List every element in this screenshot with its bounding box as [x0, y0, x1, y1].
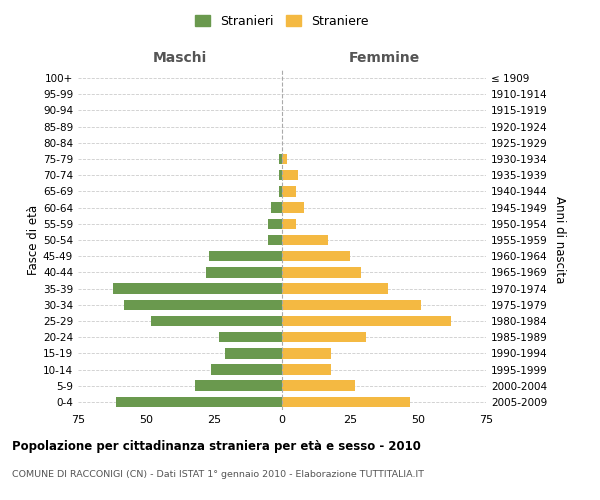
Bar [206, 267, 282, 278]
Bar [211, 364, 282, 375]
Y-axis label: Fasce di età: Fasce di età [27, 205, 40, 275]
Bar [209, 251, 282, 262]
Bar [282, 332, 367, 342]
Bar [282, 170, 298, 180]
Bar [282, 284, 388, 294]
Bar [282, 364, 331, 375]
Y-axis label: Anni di nascita: Anni di nascita [553, 196, 566, 284]
Bar [116, 396, 282, 407]
Bar [268, 234, 282, 246]
Bar [282, 234, 328, 246]
Bar [282, 218, 296, 229]
Bar [195, 380, 282, 391]
Bar [282, 186, 296, 196]
Bar [113, 284, 282, 294]
Bar [282, 202, 304, 213]
Bar [282, 251, 350, 262]
Bar [279, 186, 282, 196]
Text: Maschi: Maschi [153, 51, 207, 65]
Bar [279, 154, 282, 164]
Bar [282, 154, 287, 164]
Bar [279, 170, 282, 180]
Bar [124, 300, 282, 310]
Text: Popolazione per cittadinanza straniera per età e sesso - 2010: Popolazione per cittadinanza straniera p… [12, 440, 421, 453]
Bar [268, 218, 282, 229]
Text: COMUNE DI RACCONIGI (CN) - Dati ISTAT 1° gennaio 2010 - Elaborazione TUTTITALIA.: COMUNE DI RACCONIGI (CN) - Dati ISTAT 1°… [12, 470, 424, 479]
Bar [282, 380, 355, 391]
Text: Femmine: Femmine [349, 51, 419, 65]
Bar [225, 348, 282, 358]
Bar [282, 348, 331, 358]
Legend: Stranieri, Straniere: Stranieri, Straniere [195, 15, 369, 28]
Bar [271, 202, 282, 213]
Bar [282, 300, 421, 310]
Bar [220, 332, 282, 342]
Bar [282, 267, 361, 278]
Bar [151, 316, 282, 326]
Bar [282, 316, 451, 326]
Bar [282, 396, 410, 407]
